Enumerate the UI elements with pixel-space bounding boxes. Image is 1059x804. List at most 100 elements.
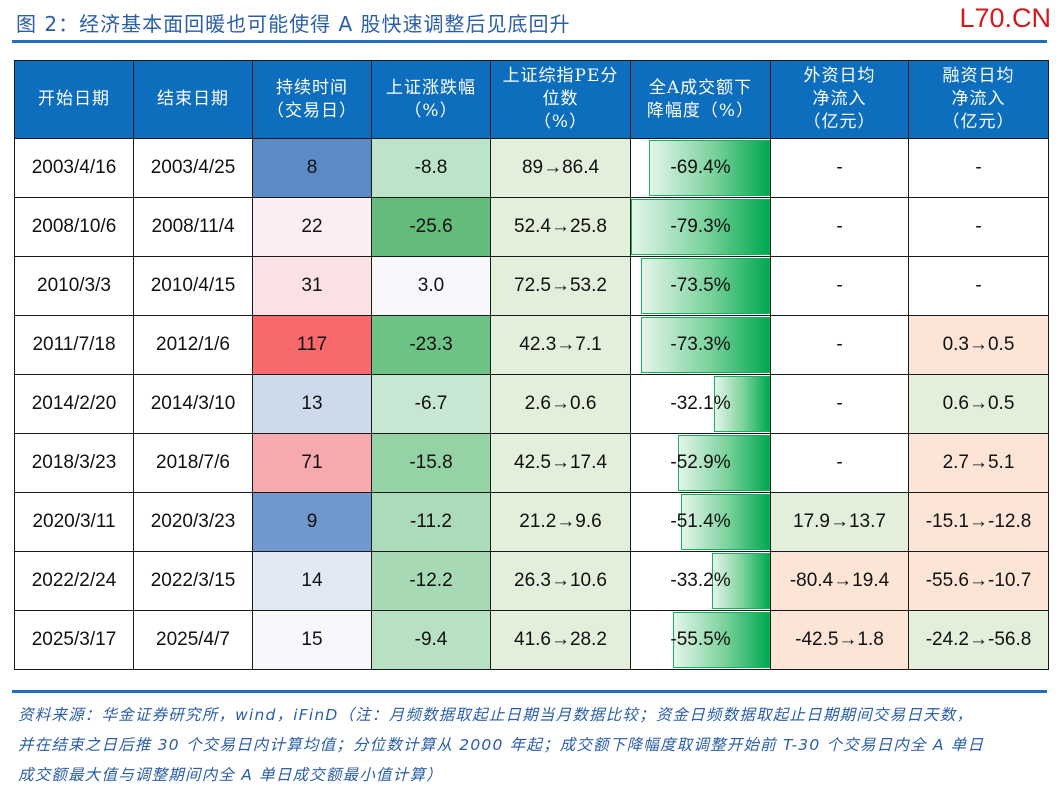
cell-start-date: 2010/3/3 [14,256,134,316]
turnover-drop-value: -55.5% [670,629,731,650]
data-bar [714,376,770,432]
data-bar [711,553,770,609]
cell-end-date: 2018/7/6 [133,433,253,493]
cell-duration: 8 [252,138,372,198]
cell-foreign-inflow: -80.4→19.4 [770,551,909,611]
cell-start-date: 2011/7/18 [14,315,134,375]
footnote-line: 资料来源：华金证券研究所，wind，iFinD（注：月频数据取起止日期当月数据比… [18,706,974,724]
cell-pe-percentile: 72.5→53.2 [490,256,631,316]
table-row: 2018/3/23 2018/7/6 71 -15.8 42.5→17.4 -5… [14,433,1049,493]
table-row: 2014/2/20 2014/3/10 13 -6.7 2.6→0.6 -32.… [14,374,1049,434]
cell-start-date: 2025/3/17 [14,610,134,670]
cell-pe-percentile: 89→86.4 [490,138,631,198]
cell-margin-inflow: -55.6→-10.7 [908,551,1049,611]
header-row: 开始日期 结束日期 持续时间 （交易日） 上证涨跌幅 （%） 上证综指PE分 位数 （%… [14,60,1049,139]
turnover-drop-value: -52.9% [670,452,731,473]
cell-turnover-drop: -73.3% [630,315,771,375]
cell-turnover-drop: -32.1% [630,374,771,434]
cell-margin-inflow: - [908,197,1049,257]
cell-end-date: 2020/3/23 [133,492,253,552]
turnover-drop-value: -69.4% [670,157,731,178]
data-bar [640,258,770,314]
table-row: 2010/3/3 2010/4/15 31 3.0 72.5→53.2 -73.… [14,256,1049,316]
cell-foreign-inflow: - [770,256,909,316]
cell-turnover-drop: -79.3% [630,197,771,257]
turnover-drop-value: -32.1% [670,393,731,414]
cell-sh-change: -6.7 [371,374,491,434]
cell-pe-percentile: 52.4→25.8 [490,197,631,257]
cell-turnover-drop: -73.5% [630,256,771,316]
data-bar [681,494,770,550]
cell-start-date: 2020/3/11 [14,492,134,552]
turnover-drop-value: -79.3% [670,216,731,237]
cell-sh-change: -8.8 [371,138,491,198]
cell-sh-change: -9.4 [371,610,491,670]
cell-duration: 31 [252,256,372,316]
table-row: 2008/10/6 2008/11/4 22 -25.6 52.4→25.8 -… [14,197,1049,257]
cell-start-date: 2003/4/16 [14,138,134,198]
top-divider [12,40,1047,43]
cell-sh-change: 3.0 [371,256,491,316]
header-margin-inflow: 融资日均 净流入 （亿元） [908,60,1049,139]
cell-foreign-inflow: - [770,374,909,434]
table-row: 2003/4/16 2003/4/25 8 -8.8 89→86.4 -69.4… [14,138,1049,198]
watermark: L70.CN [959,3,1051,33]
table-row: 2022/2/24 2022/3/15 14 -12.2 26.3→10.6 -… [14,551,1049,611]
cell-turnover-drop: -33.2% [630,551,771,611]
figure-title: 图 2：经济基本面回暖也可能使得 A 股快速调整后见底回升 [16,12,571,36]
cell-duration: 117 [252,315,372,375]
cell-duration: 71 [252,433,372,493]
cell-turnover-drop: -69.4% [630,138,771,198]
cell-duration: 15 [252,610,372,670]
footnote-line: 成交额最大值与调整期间内全 A 单日成交额最小值计算） [18,766,443,784]
header-start-date: 开始日期 [14,60,134,139]
cell-foreign-inflow: - [770,197,909,257]
cell-end-date: 2010/4/15 [133,256,253,316]
header-sh-change: 上证涨跌幅 （%） [371,60,491,139]
data-bar [672,612,770,668]
cell-end-date: 2008/11/4 [133,197,253,257]
header-pe-percentile: 上证综指PE分 位数 （%） [490,60,631,139]
cell-pe-percentile: 42.3→7.1 [490,315,631,375]
footnote-line: 并在结束之日后推 30 个交易日内计算均值；分位数计算从 2000 年起；成交额… [18,736,985,754]
data-bar [649,140,770,196]
cell-margin-inflow: 0.3→0.5 [908,315,1049,375]
cell-duration: 14 [252,551,372,611]
header-end-date: 结束日期 [133,60,253,139]
cell-turnover-drop: -55.5% [630,610,771,670]
cell-turnover-drop: -51.4% [630,492,771,552]
cell-start-date: 2018/3/23 [14,433,134,493]
table-row: 2025/3/17 2025/4/7 15 -9.4 41.6→28.2 -55… [14,610,1049,670]
cell-margin-inflow: -24.2→-56.8 [908,610,1049,670]
cell-sh-change: -12.2 [371,551,491,611]
cell-start-date: 2008/10/6 [14,197,134,257]
cell-sh-change: -11.2 [371,492,491,552]
table-row: 2020/3/11 2020/3/23 9 -11.2 21.2→9.6 -51… [14,492,1049,552]
cell-end-date: 2025/4/7 [133,610,253,670]
cell-duration: 22 [252,197,372,257]
cell-start-date: 2022/2/24 [14,551,134,611]
cell-pe-percentile: 42.5→17.4 [490,433,631,493]
cell-turnover-drop: -52.9% [630,433,771,493]
data-bar [631,199,770,255]
cell-end-date: 2014/3/10 [133,374,253,434]
cell-pe-percentile: 26.3→10.6 [490,551,631,611]
cell-pe-percentile: 41.6→28.2 [490,610,631,670]
turnover-drop-value: -73.5% [670,275,731,296]
cell-margin-inflow: - [908,138,1049,198]
cell-foreign-inflow: 17.9→13.7 [770,492,909,552]
cell-margin-inflow: 2.7→5.1 [908,433,1049,493]
cell-duration: 9 [252,492,372,552]
cell-pe-percentile: 21.2→9.6 [490,492,631,552]
turnover-drop-value: -73.3% [670,334,731,355]
cell-duration: 13 [252,374,372,434]
cell-pe-percentile: 2.6→0.6 [490,374,631,434]
cell-sh-change: -25.6 [371,197,491,257]
bottom-divider [12,690,1047,693]
header-turnover-drop: 全A成交额下 降幅度（%） [630,60,771,139]
cell-foreign-inflow: - [770,138,909,198]
header-foreign-inflow: 外资日均 净流入 （亿元） [770,60,909,139]
cell-margin-inflow: -15.1→-12.8 [908,492,1049,552]
turnover-drop-value: -51.4% [670,511,731,532]
data-bar [678,435,770,491]
